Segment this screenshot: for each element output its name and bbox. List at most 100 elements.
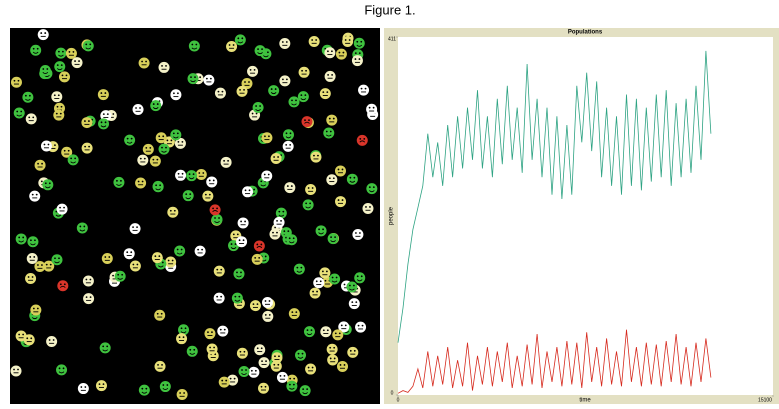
face (138, 384, 150, 396)
mouth (155, 188, 161, 191)
eye (337, 199, 340, 201)
eye (293, 377, 296, 380)
mouth (58, 371, 65, 374)
eye (327, 74, 330, 76)
eye (334, 332, 337, 335)
face (206, 343, 218, 355)
mouth (356, 279, 363, 282)
agent (248, 366, 260, 378)
eye (252, 303, 255, 306)
face (346, 173, 358, 185)
agent (352, 229, 364, 241)
face (187, 73, 199, 85)
eye (331, 276, 334, 279)
mouth (330, 240, 336, 243)
face (159, 381, 171, 393)
eye (58, 50, 60, 53)
agent (149, 155, 161, 167)
agent (249, 300, 261, 312)
agent (261, 297, 273, 309)
face (261, 297, 273, 309)
eye (264, 314, 267, 316)
eye (208, 193, 211, 196)
eye (274, 226, 277, 229)
mouth (58, 54, 64, 57)
eye (311, 366, 314, 369)
eye (145, 387, 148, 390)
face (276, 371, 288, 383)
eye (334, 236, 336, 239)
agent (114, 270, 126, 282)
face (175, 169, 187, 181)
agent (273, 216, 285, 228)
agent (95, 380, 107, 392)
face (138, 57, 150, 69)
agent (226, 40, 238, 52)
eye (104, 121, 107, 124)
eye (120, 179, 122, 182)
eye (354, 52, 357, 55)
agent (194, 245, 206, 257)
mouth (297, 356, 304, 359)
eye (324, 279, 327, 282)
agent (158, 61, 170, 73)
eye (31, 276, 34, 278)
eye (22, 236, 25, 239)
agent (34, 261, 46, 273)
agent (22, 91, 34, 103)
eye (372, 106, 375, 109)
eye (325, 270, 328, 273)
face (288, 308, 300, 320)
eye (170, 139, 173, 142)
eye (256, 303, 259, 306)
eye (176, 248, 179, 251)
eye (213, 346, 215, 349)
mouth (157, 265, 164, 268)
agent (298, 66, 310, 78)
agent (67, 154, 79, 166)
eye (300, 266, 303, 269)
agent (302, 199, 314, 211)
agent (152, 181, 164, 193)
mouth (234, 299, 241, 302)
eye (329, 130, 332, 133)
agent (10, 365, 22, 377)
face (34, 261, 46, 273)
agent (329, 273, 341, 285)
eye (88, 145, 91, 148)
agent (43, 260, 55, 272)
eye (89, 278, 92, 281)
eye (254, 369, 257, 372)
mouth (189, 352, 196, 355)
mouth (18, 240, 25, 243)
agent (202, 190, 214, 202)
face (67, 154, 79, 166)
face (51, 254, 63, 266)
mouth (85, 47, 92, 50)
eye (270, 88, 273, 90)
eye (104, 256, 107, 258)
eye (331, 50, 333, 53)
eye (280, 219, 282, 222)
face (237, 217, 249, 229)
agent (262, 310, 274, 322)
eye (212, 207, 214, 210)
eye (130, 137, 133, 140)
eye (278, 355, 280, 358)
agent (81, 117, 93, 129)
eye (348, 39, 351, 41)
face (82, 275, 94, 287)
eye (223, 159, 225, 162)
eye (281, 41, 284, 43)
face (123, 248, 135, 260)
eye (47, 143, 50, 146)
face (261, 132, 273, 144)
face (351, 55, 363, 67)
agent (82, 275, 94, 287)
eye (184, 327, 187, 330)
eye (40, 180, 43, 183)
eye (349, 176, 352, 179)
face (366, 183, 378, 195)
eye (190, 76, 192, 79)
face (327, 354, 339, 366)
